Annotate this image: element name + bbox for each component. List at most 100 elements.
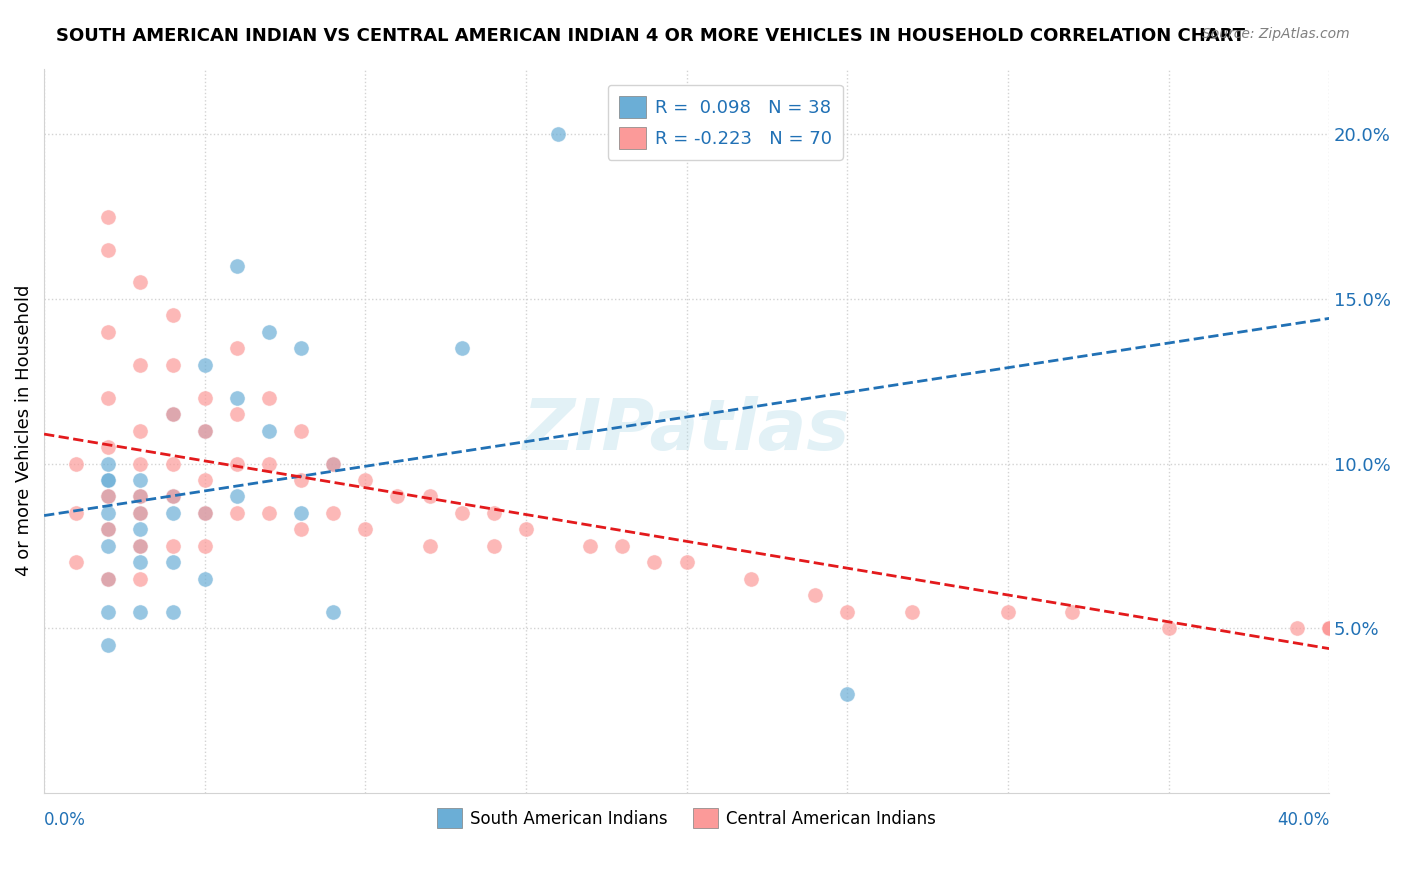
Point (450, 341, 472, 355)
Point (97, 572, 120, 586)
Point (129, 572, 152, 586)
Point (65, 506, 87, 520)
Point (97, 638, 120, 652)
Point (129, 522, 152, 536)
Y-axis label: 4 or more Vehicles in Household: 4 or more Vehicles in Household (15, 285, 32, 576)
Point (1317, 621, 1340, 635)
Point (419, 539, 441, 553)
Point (322, 457, 344, 471)
Point (450, 506, 472, 520)
Point (194, 572, 217, 586)
Point (162, 407, 184, 421)
Point (97, 522, 120, 536)
Point (225, 391, 247, 405)
Point (129, 539, 152, 553)
Point (644, 555, 666, 569)
Point (1317, 621, 1340, 635)
Text: Source: ZipAtlas.com: Source: ZipAtlas.com (1202, 27, 1350, 41)
Point (65, 555, 87, 569)
Point (97, 605, 120, 619)
Point (97, 473, 120, 487)
Point (1317, 621, 1340, 635)
Point (997, 605, 1019, 619)
Point (129, 358, 152, 372)
Point (225, 259, 247, 273)
Point (837, 687, 859, 701)
Point (129, 473, 152, 487)
Point (162, 309, 184, 323)
Point (387, 490, 409, 504)
Point (900, 605, 922, 619)
Point (129, 506, 152, 520)
Point (194, 506, 217, 520)
Point (97, 457, 120, 471)
Point (162, 506, 184, 520)
Point (225, 407, 247, 421)
Point (257, 457, 280, 471)
Point (97, 490, 120, 504)
Point (162, 457, 184, 471)
Point (1285, 621, 1308, 635)
Point (129, 555, 152, 569)
Point (1317, 621, 1340, 635)
Legend: South American Indians, Central American Indians: South American Indians, Central American… (430, 801, 943, 835)
Point (675, 555, 697, 569)
Point (1317, 621, 1340, 635)
Point (322, 457, 344, 471)
Point (579, 539, 602, 553)
Point (97, 490, 120, 504)
Text: ZIPatlas: ZIPatlas (523, 396, 851, 465)
Point (804, 588, 827, 602)
Point (290, 506, 312, 520)
Point (1317, 621, 1340, 635)
Point (194, 539, 217, 553)
Point (162, 358, 184, 372)
Point (419, 490, 441, 504)
Point (129, 490, 152, 504)
Point (547, 128, 569, 142)
Text: SOUTH AMERICAN INDIAN VS CENTRAL AMERICAN INDIAN 4 OR MORE VEHICLES IN HOUSEHOLD: SOUTH AMERICAN INDIAN VS CENTRAL AMERICA… (56, 27, 1246, 45)
Point (354, 473, 377, 487)
Point (257, 424, 280, 438)
Point (194, 391, 217, 405)
Point (612, 539, 634, 553)
Point (162, 555, 184, 569)
Point (97, 210, 120, 224)
Point (162, 539, 184, 553)
Point (837, 605, 859, 619)
Point (129, 276, 152, 290)
Point (129, 424, 152, 438)
Point (290, 341, 312, 355)
Point (290, 424, 312, 438)
Point (194, 424, 217, 438)
Point (97, 473, 120, 487)
Point (97, 522, 120, 536)
Point (225, 341, 247, 355)
Point (257, 325, 280, 339)
Point (354, 522, 377, 536)
Point (1157, 621, 1180, 635)
Point (129, 506, 152, 520)
Point (97, 506, 120, 520)
Point (162, 490, 184, 504)
Point (290, 522, 312, 536)
Point (97, 440, 120, 454)
Point (740, 572, 762, 586)
Point (162, 490, 184, 504)
Point (97, 243, 120, 257)
Point (129, 457, 152, 471)
Point (129, 539, 152, 553)
Point (290, 473, 312, 487)
Point (322, 605, 344, 619)
Point (129, 605, 152, 619)
Point (97, 391, 120, 405)
Point (257, 506, 280, 520)
Point (162, 605, 184, 619)
Point (97, 572, 120, 586)
Point (65, 457, 87, 471)
Point (194, 506, 217, 520)
Point (194, 424, 217, 438)
Point (194, 358, 217, 372)
Point (322, 506, 344, 520)
Point (257, 391, 280, 405)
